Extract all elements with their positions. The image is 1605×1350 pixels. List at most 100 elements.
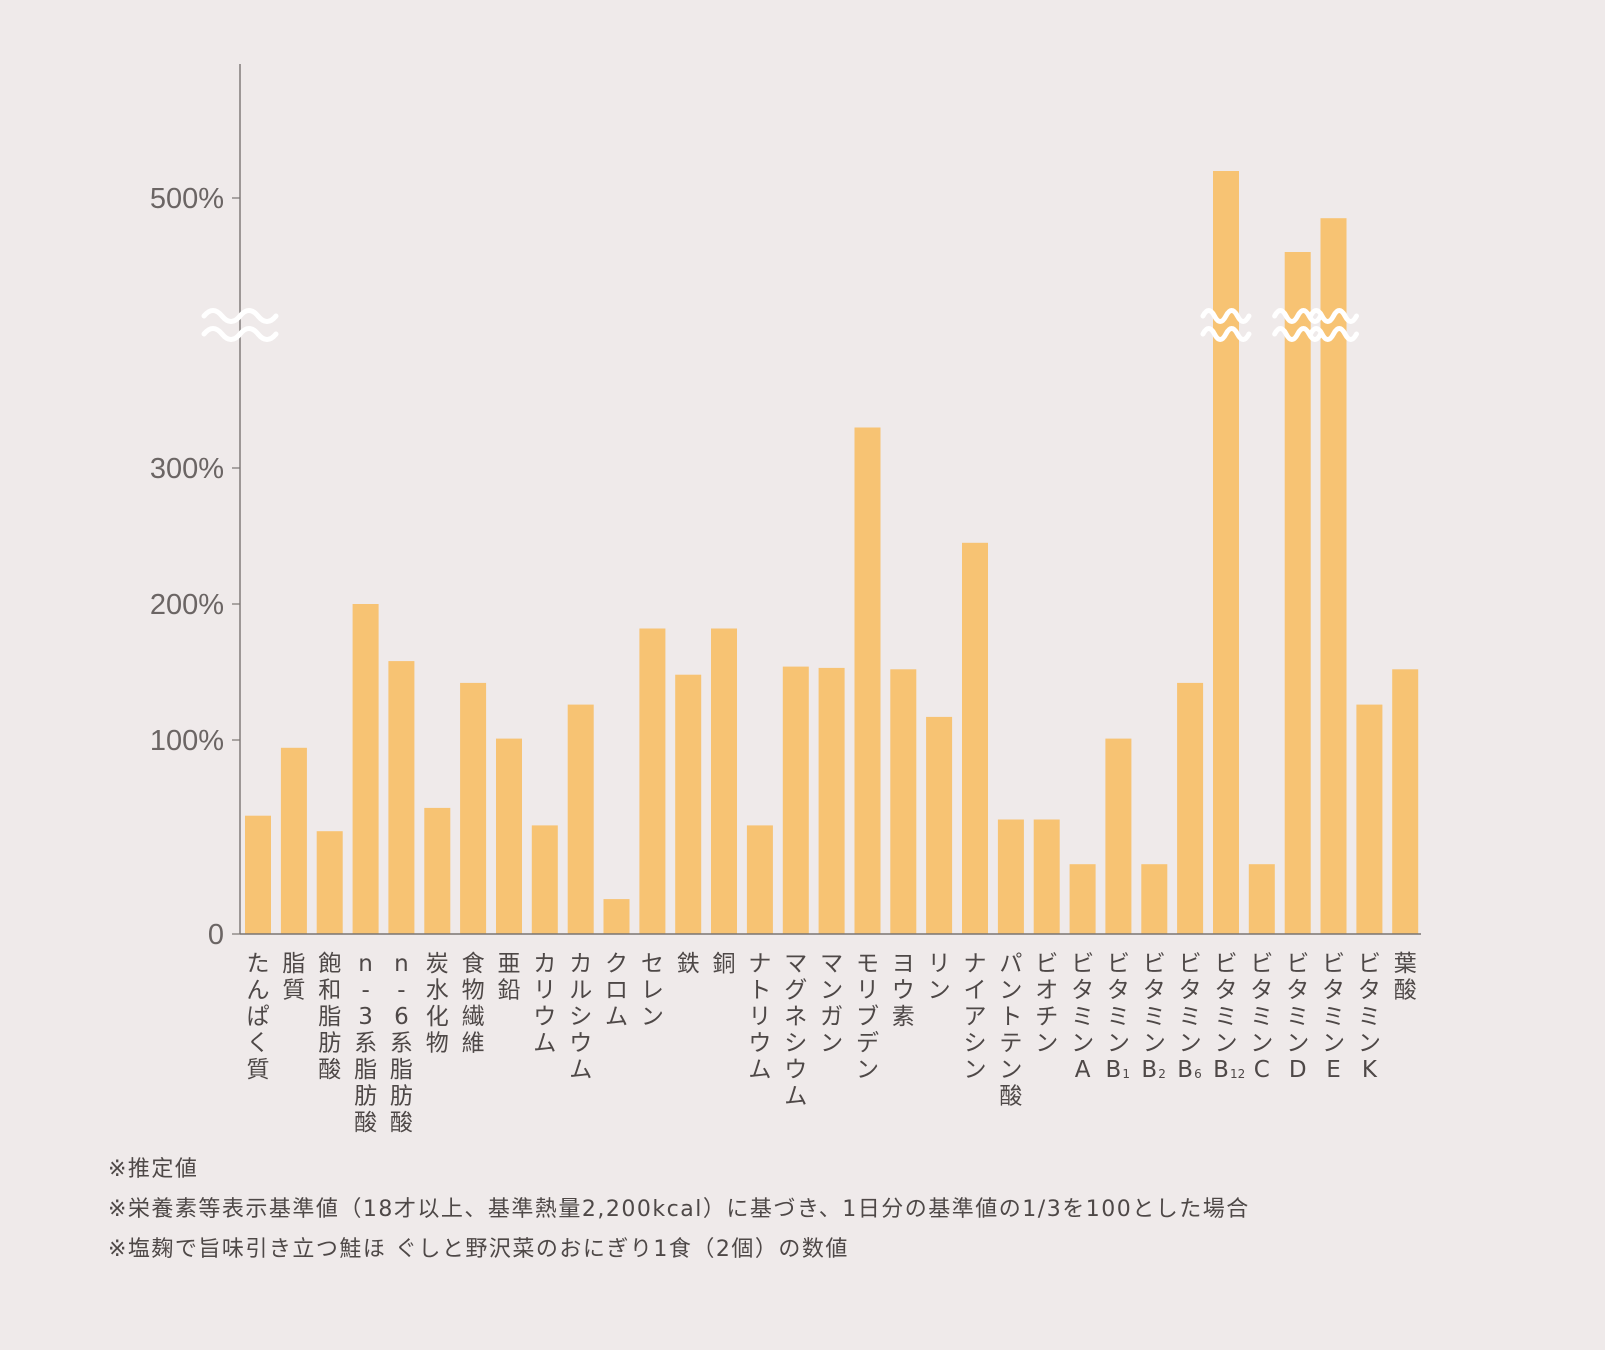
bar-脂質 <box>280 747 307 934</box>
y-tick-label: 300% <box>150 453 224 485</box>
x-label-char: グ <box>784 978 807 1004</box>
x-label-char: 酸 <box>390 1110 413 1136</box>
x-label-char: タ <box>1107 978 1130 1004</box>
bar-クロム <box>603 899 630 934</box>
x-label-char: ン <box>820 1031 843 1057</box>
x-label-char: 炭 <box>426 951 449 977</box>
x-label-鉄: 鉄 <box>677 951 700 977</box>
x-label-char: パ <box>999 951 1022 977</box>
x-label-char: ン <box>856 1057 879 1083</box>
x-label-char: ク <box>605 951 628 977</box>
x-label-char: ブ <box>856 1004 879 1030</box>
x-label-char: 葉 <box>1394 951 1417 977</box>
x-label-char: 食 <box>462 951 485 977</box>
x-label-char: 化 <box>426 1004 449 1030</box>
x-label-char: ナ <box>748 951 771 977</box>
x-label-char: ン <box>1035 1031 1058 1057</box>
x-label-char: タ <box>1143 978 1166 1004</box>
x-label-char: B <box>1177 1057 1193 1083</box>
x-label-char: ミ <box>1071 1004 1094 1030</box>
x-label-脂質: 脂質 <box>282 951 305 1004</box>
x-label-char: ン <box>999 1057 1022 1083</box>
x-label-char: ビ <box>1035 951 1058 977</box>
bar-セレン <box>639 628 666 934</box>
x-label-char: タ <box>1322 978 1345 1004</box>
x-label-char: モ <box>856 951 879 977</box>
x-label-char: ン <box>1179 1031 1202 1057</box>
x-label-subscript: 1 <box>1122 1067 1130 1081</box>
x-tick-labels: たんぱく質脂質飽和脂肪酸n-3系脂肪酸n-6系脂肪酸炭水化物食物繊維亜鉛カリウム… <box>247 951 1417 1136</box>
x-label-char: カ <box>533 951 556 977</box>
bar-カリウム <box>531 825 558 934</box>
x-label-char: ミ <box>1358 1004 1381 1030</box>
x-label-char: ム <box>533 1031 556 1057</box>
x-label-クロム: クロム <box>605 951 628 1030</box>
bar-カルシウム <box>567 704 594 934</box>
x-label-char: ウ <box>533 1004 556 1030</box>
x-label-char: B <box>1141 1057 1157 1083</box>
x-label-char: 酸 <box>1394 978 1417 1004</box>
x-label-char: チ <box>1035 1004 1058 1030</box>
x-label-char: ム <box>748 1057 771 1083</box>
x-label-char: リ <box>856 978 879 1004</box>
break-mark <box>1200 308 1252 342</box>
x-label-char: ア <box>964 1004 987 1030</box>
x-label-char: ン <box>641 1004 664 1030</box>
x-label-char: ム <box>605 1004 628 1030</box>
bar-ビタミンB1 <box>1105 738 1132 934</box>
x-label-char: イ <box>964 978 987 1004</box>
x-label-char: 系 <box>354 1031 377 1057</box>
x-label-char: ン <box>1250 1031 1273 1057</box>
x-label-char: B <box>1106 1057 1122 1083</box>
x-label-char: ナ <box>964 951 987 977</box>
x-label-char: ン <box>820 978 843 1004</box>
bar-マグネシウム <box>782 666 809 934</box>
x-label-char: ム <box>784 1084 807 1110</box>
x-label-char: ガ <box>820 1004 843 1030</box>
x-label-char: レ <box>641 978 664 1004</box>
x-label-char: ン <box>928 978 951 1004</box>
x-label-char: ネ <box>784 1004 807 1030</box>
break-mark <box>201 308 279 342</box>
x-label-char: 脂 <box>318 1004 341 1030</box>
x-label-char: 6 <box>394 1004 409 1030</box>
bar-ビタミンC <box>1248 864 1275 934</box>
bar-鉄 <box>675 674 702 934</box>
bar-ビタミンA <box>1069 864 1096 934</box>
bar-リン <box>926 716 953 934</box>
x-label-char: ビ <box>1143 951 1166 977</box>
x-label-char: テ <box>999 1031 1022 1057</box>
x-label-char: 酸 <box>318 1057 341 1083</box>
x-label-char: ミ <box>1179 1004 1202 1030</box>
footnote-basis: ※栄養素等表示基準値（18才以上、基準熱量2,200kcal）に基づき、1日分の… <box>108 1197 1250 1222</box>
x-label-char: ミ <box>1250 1004 1273 1030</box>
x-label-char: リ <box>533 978 556 1004</box>
x-label-char: 肪 <box>354 1084 377 1110</box>
x-label-char: タ <box>1179 978 1202 1004</box>
bar-ナトリウム <box>746 825 773 934</box>
x-label-char: ロ <box>605 978 628 1004</box>
x-label-char: ミ <box>1215 1004 1238 1030</box>
x-label-char: リ <box>748 1004 771 1030</box>
x-label-char: タ <box>1250 978 1273 1004</box>
x-label-char: 脂 <box>390 1057 413 1083</box>
x-label-char: ミ <box>1322 1004 1345 1030</box>
x-label-char: タ <box>1215 978 1238 1004</box>
x-label-char: ヨ <box>892 951 915 977</box>
x-label-char: ウ <box>784 1057 807 1083</box>
x-label-char: n <box>358 951 373 977</box>
x-label-char: ウ <box>748 1031 771 1057</box>
x-label-char: 和 <box>318 978 341 1004</box>
footnote-product: ※塩麹で旨味引き立つ鮭ほ ぐしと野沢菜のおにぎり1食（2個）の数値 <box>108 1237 849 1262</box>
